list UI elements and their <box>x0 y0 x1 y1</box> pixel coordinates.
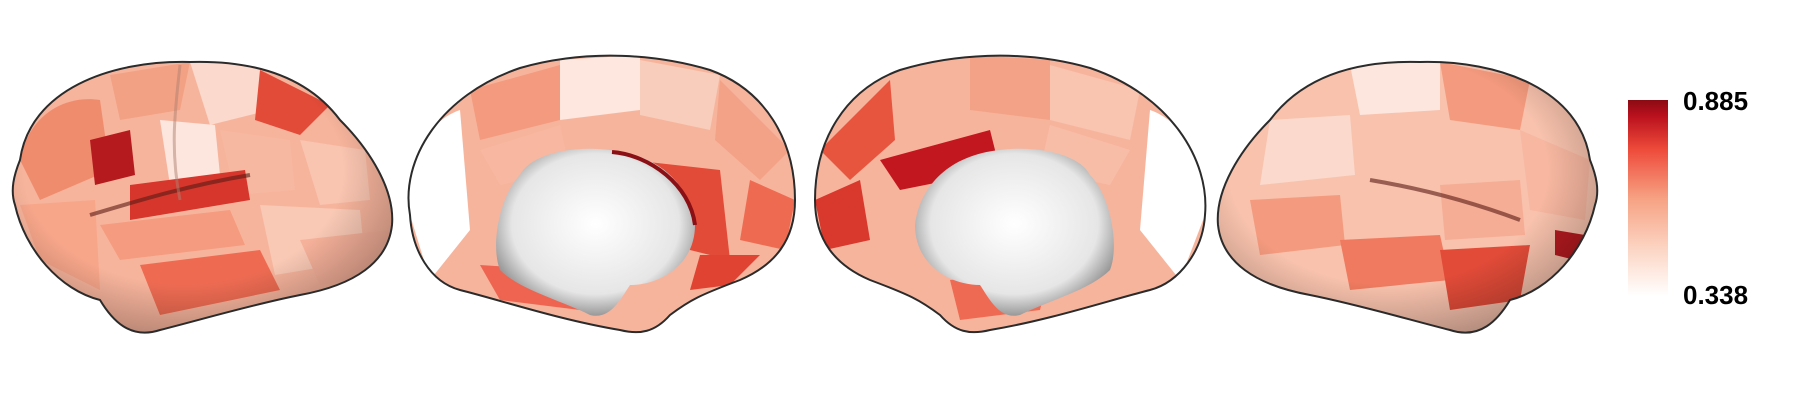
right-medial-view <box>813 54 1207 334</box>
colorbar-max-label: 0.885 <box>1683 86 1749 116</box>
colorbar-min-label: 0.338 <box>1683 280 1749 310</box>
left-lateral-view <box>11 60 394 334</box>
right-lateral-view <box>1216 60 1599 334</box>
left-medial-view <box>407 54 797 334</box>
colorbar-gradient <box>1628 100 1668 296</box>
colorbar <box>1628 100 1668 296</box>
